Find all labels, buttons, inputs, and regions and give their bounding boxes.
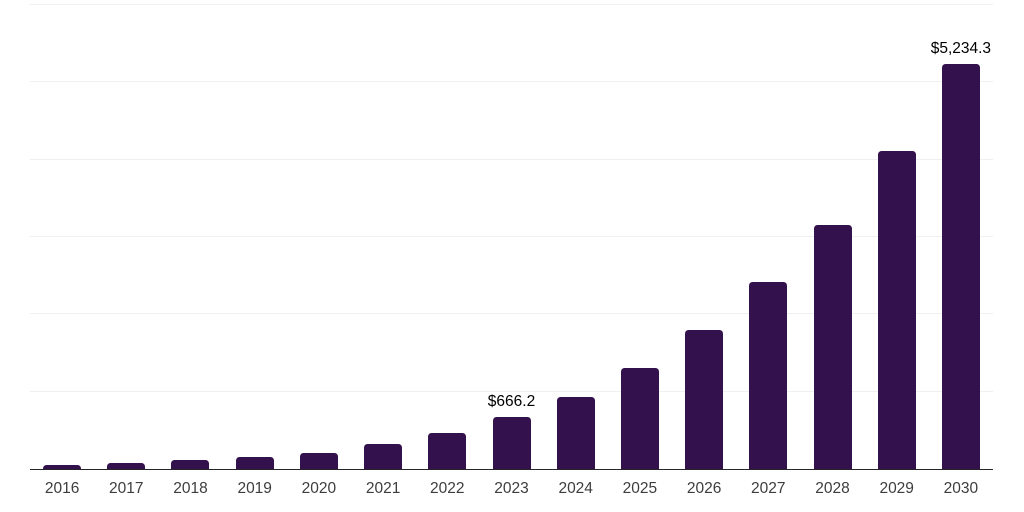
- gridline: [30, 81, 993, 83]
- x-axis-label-2027: 2027: [751, 480, 786, 497]
- x-axis-label-2021: 2021: [365, 480, 401, 497]
- x-axis-label-2025: 2025: [622, 480, 658, 497]
- x-axis-label-2030: 2030: [943, 480, 979, 497]
- x-axis-label-2023: 2023: [494, 480, 529, 497]
- bar-2027: [749, 282, 788, 469]
- bar-2016: [43, 464, 82, 469]
- gridline: [30, 313, 993, 315]
- x-axis-label-2022: 2022: [430, 480, 465, 497]
- bar-2018: [171, 460, 210, 469]
- bar-2019: [235, 457, 274, 469]
- bar-2030: [941, 64, 980, 469]
- x-axis: 2016 2017 2018 2019 2020 2021 2022 2023 2024 2025…: [30, 477, 993, 501]
- x-axis-label-2018: 2018: [173, 480, 208, 497]
- bar-value-label-2023: $666.2: [487, 392, 536, 410]
- bar-2017: [107, 462, 146, 469]
- gridline: [30, 4, 993, 5]
- plot-area: $666.2 $5,234.3: [30, 4, 993, 470]
- gridline: [30, 390, 993, 392]
- bar-2020: [299, 452, 338, 469]
- bar-2026: [685, 330, 724, 469]
- x-axis-label-2026: 2026: [686, 480, 722, 497]
- x-axis-label-2028: 2028: [815, 480, 850, 497]
- bar-2021: [364, 443, 403, 469]
- bar-2025: [620, 368, 659, 469]
- x-axis-label-2029: 2029: [879, 480, 914, 497]
- x-axis-label-2019: 2019: [237, 480, 272, 497]
- gridline: [30, 236, 993, 237]
- bar-2028: [813, 224, 852, 469]
- bar-2023: [492, 417, 531, 469]
- x-axis-label-2020: 2020: [301, 480, 337, 497]
- bar-2029: [877, 150, 916, 469]
- bar-value-label-2030: $5,234.3: [930, 39, 992, 57]
- bar-2022: [428, 433, 467, 469]
- x-axis-label-2017: 2017: [109, 480, 144, 497]
- bar-2024: [556, 396, 595, 469]
- x-axis-label-2024: 2024: [558, 480, 593, 497]
- gridline: [30, 158, 993, 160]
- x-axis-label-2016: 2016: [44, 480, 80, 497]
